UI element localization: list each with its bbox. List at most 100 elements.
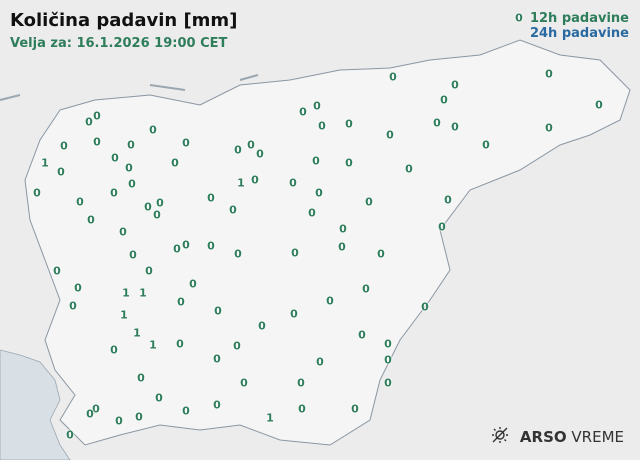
station-value[interactable]: 0 [66,428,74,442]
station-value[interactable]: 0 [182,238,190,252]
station-value[interactable]: 0 [384,353,392,367]
station-value[interactable]: 0 [421,300,429,314]
station-value[interactable]: 0 [85,115,93,129]
station-value[interactable]: 0 [234,247,242,261]
station-value[interactable]: 0 [171,156,179,170]
station-value[interactable]: 0 [149,123,157,137]
station-value[interactable]: 0 [451,120,459,134]
station-value[interactable]: 1 [149,338,157,352]
station-value[interactable]: 0 [173,242,181,256]
station-value[interactable]: 0 [362,282,370,296]
station-value[interactable]: 0 [33,186,41,200]
station-value[interactable]: 0 [127,138,135,152]
station-value[interactable]: 0 [440,93,448,107]
station-value[interactable]: 0 [144,200,152,214]
station-value[interactable]: 0 [129,248,137,262]
station-value[interactable]: 0 [545,67,553,81]
station-value[interactable]: 0 [384,376,392,390]
station-value[interactable]: 0 [86,407,94,421]
station-value[interactable]: 1 [266,411,274,425]
station-value[interactable]: 0 [176,337,184,351]
station-value[interactable]: 1 [122,286,130,300]
station-value[interactable]: 0 [291,246,299,260]
station-value[interactable]: 0 [444,193,452,207]
station-value[interactable]: 0 [240,376,248,390]
station-value[interactable]: 0 [365,195,373,209]
arso-logo[interactable]: ARSO VREME [490,426,624,448]
station-value[interactable]: 0 [318,119,326,133]
station-value[interactable]: 0 [256,147,264,161]
station-value[interactable]: 0 [182,404,190,418]
station-value[interactable]: 0 [125,161,133,175]
station-value[interactable]: 0 [234,143,242,157]
station-value[interactable]: 0 [214,304,222,318]
station-value[interactable]: 0 [451,78,459,92]
station-value[interactable]: 0 [119,225,127,239]
station-value[interactable]: 0 [57,165,65,179]
station-value[interactable]: 0 [137,371,145,385]
station-value[interactable]: 0 [207,239,215,253]
station-value[interactable]: 0 [384,337,392,351]
station-value[interactable]: 0 [182,136,190,150]
station-value[interactable]: 0 [74,281,82,295]
station-value[interactable]: 0 [405,162,413,176]
station-value[interactable]: 0 [345,156,353,170]
station-value[interactable]: 0 [345,117,353,131]
station-value[interactable]: 0 [177,295,185,309]
station-value[interactable]: 0 [69,299,77,313]
station-value[interactable]: 0 [111,151,119,165]
legend-12h[interactable]: 12h padavine [529,11,629,26]
station-value[interactable]: 0 [76,195,84,209]
station-value[interactable]: 0 [251,173,259,187]
station-value[interactable]: 0 [339,222,347,236]
station-value[interactable]: 0 [438,220,446,234]
station-value[interactable]: 0 [229,203,237,217]
station-value[interactable]: 0 [386,128,394,142]
station-value[interactable]: 1 [41,156,49,170]
legend-24h[interactable]: 24h padavine [529,26,629,41]
station-value[interactable]: 0 [299,105,307,119]
station-value[interactable]: 0 [316,355,324,369]
station-value[interactable]: 1 [133,326,141,340]
station-value[interactable]: 0 [258,319,266,333]
station-value[interactable]: 0 [110,343,118,357]
station-value[interactable]: 0 [207,191,215,205]
station-value[interactable]: 1 [120,308,128,322]
station-value[interactable]: 0 [135,410,143,424]
station-value[interactable]: 0 [189,277,197,291]
station-value[interactable]: 0 [213,352,221,366]
station-value[interactable]: 0 [433,116,441,130]
station-value[interactable]: 0 [60,139,68,153]
station-value[interactable]: 0 [315,186,323,200]
station-value[interactable]: 0 [595,98,603,112]
station-value[interactable]: 0 [145,264,153,278]
station-value[interactable]: 0 [92,402,100,416]
station-value[interactable]: 0 [93,109,101,123]
station-value[interactable]: 0 [338,240,346,254]
station-value[interactable]: 0 [53,264,61,278]
station-value[interactable]: 0 [128,177,136,191]
station-value[interactable]: 0 [289,176,297,190]
station-value[interactable]: 0 [298,402,306,416]
station-value[interactable]: 0 [351,402,359,416]
station-value[interactable]: 0 [156,196,164,210]
station-value[interactable]: 1 [139,286,147,300]
station-value[interactable]: 0 [297,376,305,390]
station-value[interactable]: 0 [115,414,123,428]
station-value[interactable]: 0 [389,70,397,84]
station-value[interactable]: 0 [155,391,163,405]
station-value[interactable]: 0 [515,11,523,25]
station-value[interactable]: 0 [213,398,221,412]
station-value[interactable]: 0 [153,208,161,222]
station-value[interactable]: 0 [313,99,321,113]
station-value[interactable]: 0 [482,138,490,152]
station-value[interactable]: 0 [247,138,255,152]
station-value[interactable]: 0 [326,294,334,308]
station-value[interactable]: 0 [312,154,320,168]
station-value[interactable]: 0 [358,328,366,342]
station-value[interactable]: 0 [290,307,298,321]
station-value[interactable]: 0 [87,213,95,227]
station-value[interactable]: 0 [93,135,101,149]
station-value[interactable]: 0 [110,186,118,200]
